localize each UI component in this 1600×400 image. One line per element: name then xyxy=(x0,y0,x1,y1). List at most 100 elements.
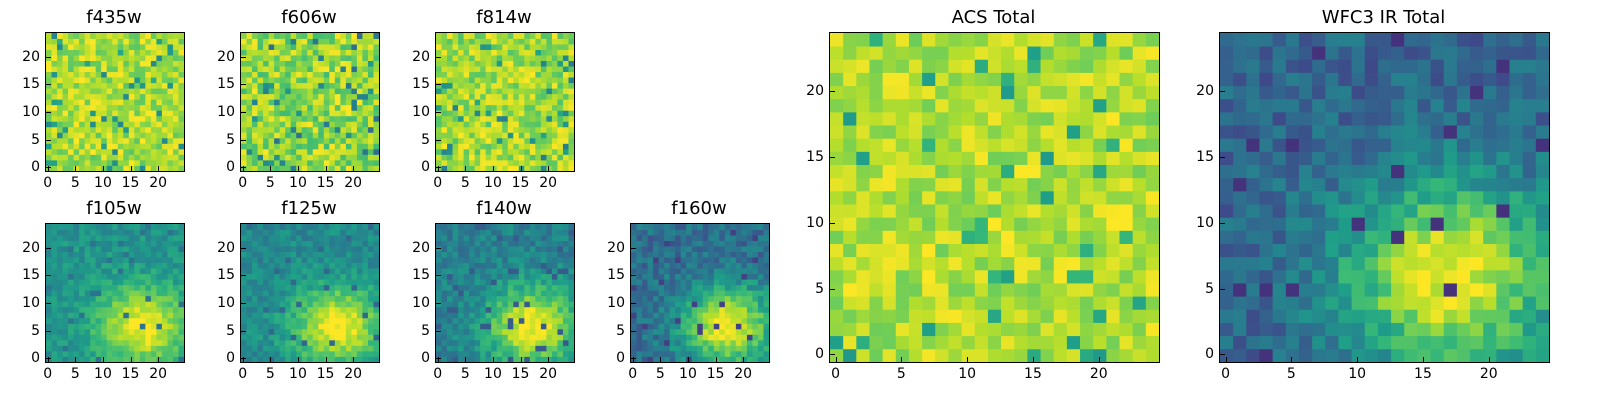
heatmap-cell xyxy=(491,77,498,84)
heatmap-cell xyxy=(112,137,119,144)
heatmap-cell xyxy=(334,246,341,252)
heatmap-cell xyxy=(301,356,308,362)
heatmap-cell xyxy=(631,350,637,357)
heatmap-cell xyxy=(458,104,464,111)
heatmap-cell xyxy=(68,126,74,133)
heatmap-cell xyxy=(518,350,525,357)
heatmap-cell xyxy=(263,115,269,122)
heatmap-cell xyxy=(301,224,308,230)
heatmap-cell xyxy=(524,104,531,111)
heatmap-cell xyxy=(73,115,80,122)
heatmap-cell xyxy=(463,328,470,335)
heatmap-cell xyxy=(150,44,157,50)
heatmap-cell xyxy=(452,235,459,241)
heatmap-cell xyxy=(90,137,97,144)
heatmap-cell xyxy=(491,356,498,362)
heatmap-cell xyxy=(935,204,949,218)
heatmap-cell xyxy=(123,295,130,302)
heatmap-cell xyxy=(463,224,470,230)
heatmap-cell xyxy=(562,290,569,297)
heatmap-cell xyxy=(128,49,135,56)
heatmap-cell xyxy=(318,132,325,139)
heatmap-cell xyxy=(447,290,453,297)
heatmap-cell xyxy=(719,350,726,357)
heatmap-cell xyxy=(285,273,292,280)
heatmap-cell xyxy=(922,256,936,271)
heatmap-cell xyxy=(101,49,108,56)
heatmap-cell xyxy=(246,77,253,84)
heatmap-cell xyxy=(296,350,303,357)
heatmap-cell xyxy=(312,323,319,330)
heatmap-cell xyxy=(274,143,281,150)
heatmap-cell xyxy=(128,77,135,84)
heatmap-cell xyxy=(664,251,671,258)
x-tick-mark xyxy=(632,357,634,362)
heatmap-cell xyxy=(117,257,124,264)
heatmap-cell xyxy=(562,312,569,319)
heatmap-cell xyxy=(252,60,258,67)
heatmap-cell xyxy=(562,126,569,133)
heatmap-cell xyxy=(123,88,130,95)
heatmap-cell xyxy=(631,323,637,330)
heatmap-cell xyxy=(664,235,671,241)
heatmap-cell xyxy=(680,295,687,302)
heatmap-cell xyxy=(68,99,74,106)
heatmap-cell xyxy=(502,356,509,362)
heatmap-cell xyxy=(329,137,336,144)
heatmap-cell xyxy=(167,339,174,346)
heatmap-cell xyxy=(329,33,336,39)
heatmap-cell xyxy=(79,350,86,357)
heatmap-cell xyxy=(551,110,558,117)
heatmap-cell xyxy=(961,335,976,350)
heatmap-cell xyxy=(546,49,553,56)
heatmap-cell xyxy=(156,290,163,297)
heatmap-cell xyxy=(329,143,336,150)
heatmap-cell xyxy=(529,148,536,155)
heatmap-image xyxy=(45,32,185,172)
heatmap-cell xyxy=(101,104,108,111)
heatmap-cell xyxy=(485,159,492,166)
heatmap-cell xyxy=(458,345,464,352)
heatmap-cell xyxy=(1119,125,1134,139)
heatmap-cell xyxy=(491,104,498,111)
heatmap-cell xyxy=(57,44,63,50)
heatmap-cell xyxy=(345,121,352,128)
heatmap-cell xyxy=(285,339,292,346)
heatmap-cell xyxy=(1106,138,1120,152)
heatmap-cell xyxy=(491,55,498,61)
heatmap-cell xyxy=(79,334,86,341)
heatmap-cell xyxy=(62,77,69,84)
heatmap-cell xyxy=(318,93,325,100)
heatmap-cell xyxy=(373,154,379,161)
heatmap-cell xyxy=(290,143,297,150)
heatmap-cell xyxy=(290,323,297,330)
heatmap-cell xyxy=(1145,230,1159,244)
heatmap-cell xyxy=(724,345,731,352)
heatmap-cell xyxy=(334,262,341,269)
heatmap-cell xyxy=(307,356,314,362)
heatmap-cell xyxy=(312,240,319,247)
heatmap-cell xyxy=(935,217,949,231)
heatmap-cell xyxy=(507,38,514,45)
heatmap-cell xyxy=(524,284,531,291)
heatmap-cell xyxy=(345,279,352,286)
heatmap-cell xyxy=(653,235,659,241)
heatmap-cell xyxy=(480,317,487,324)
heatmap-cell xyxy=(57,268,63,275)
heatmap-cell xyxy=(356,262,363,269)
heatmap-cell xyxy=(161,235,168,241)
heatmap-cell xyxy=(73,356,80,362)
heatmap-svg xyxy=(46,224,184,362)
heatmap-cell xyxy=(318,317,325,324)
heatmap-cell xyxy=(669,290,676,297)
heatmap-cell xyxy=(46,317,52,324)
heatmap-cell xyxy=(480,301,487,308)
heatmap-cell xyxy=(57,121,63,128)
heatmap-cell xyxy=(51,44,58,50)
heatmap-cell xyxy=(172,290,179,297)
heatmap-cell xyxy=(480,71,487,78)
heatmap-cell xyxy=(285,115,292,122)
heatmap-svg xyxy=(241,224,379,362)
heatmap-cell xyxy=(362,295,369,302)
heatmap-cell xyxy=(356,279,363,286)
